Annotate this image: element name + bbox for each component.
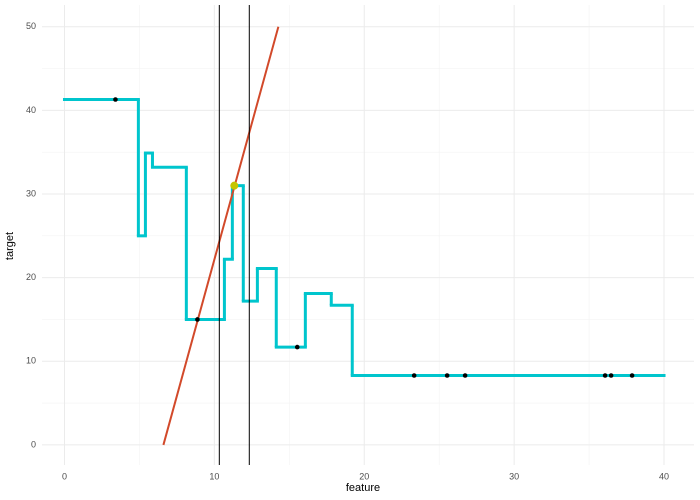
x-axis-title: feature [346,482,380,494]
x-tick-label: 20 [359,471,369,481]
point [629,373,635,378]
point [608,373,614,378]
x-tick-label: 40 [659,471,669,481]
fit-line [162,26,280,446]
point [411,373,417,378]
point [113,97,118,102]
y-tick-label: 10 [26,356,36,366]
y-tick-label: 20 [26,272,36,282]
y-tick-label: 50 [26,21,36,31]
y-tick-label: 30 [26,188,36,198]
x-tick-label: 30 [509,471,519,481]
x-tick-label: 10 [209,471,219,481]
x-tick-label: 0 [62,471,67,481]
highlight-point [230,181,239,190]
point [462,373,468,378]
point [602,373,608,378]
point [294,344,300,350]
y-axis-title: target [4,232,16,260]
point [195,317,200,322]
y-tick-label: 0 [31,439,36,449]
point [444,373,450,378]
y-tick-label: 40 [26,105,36,115]
